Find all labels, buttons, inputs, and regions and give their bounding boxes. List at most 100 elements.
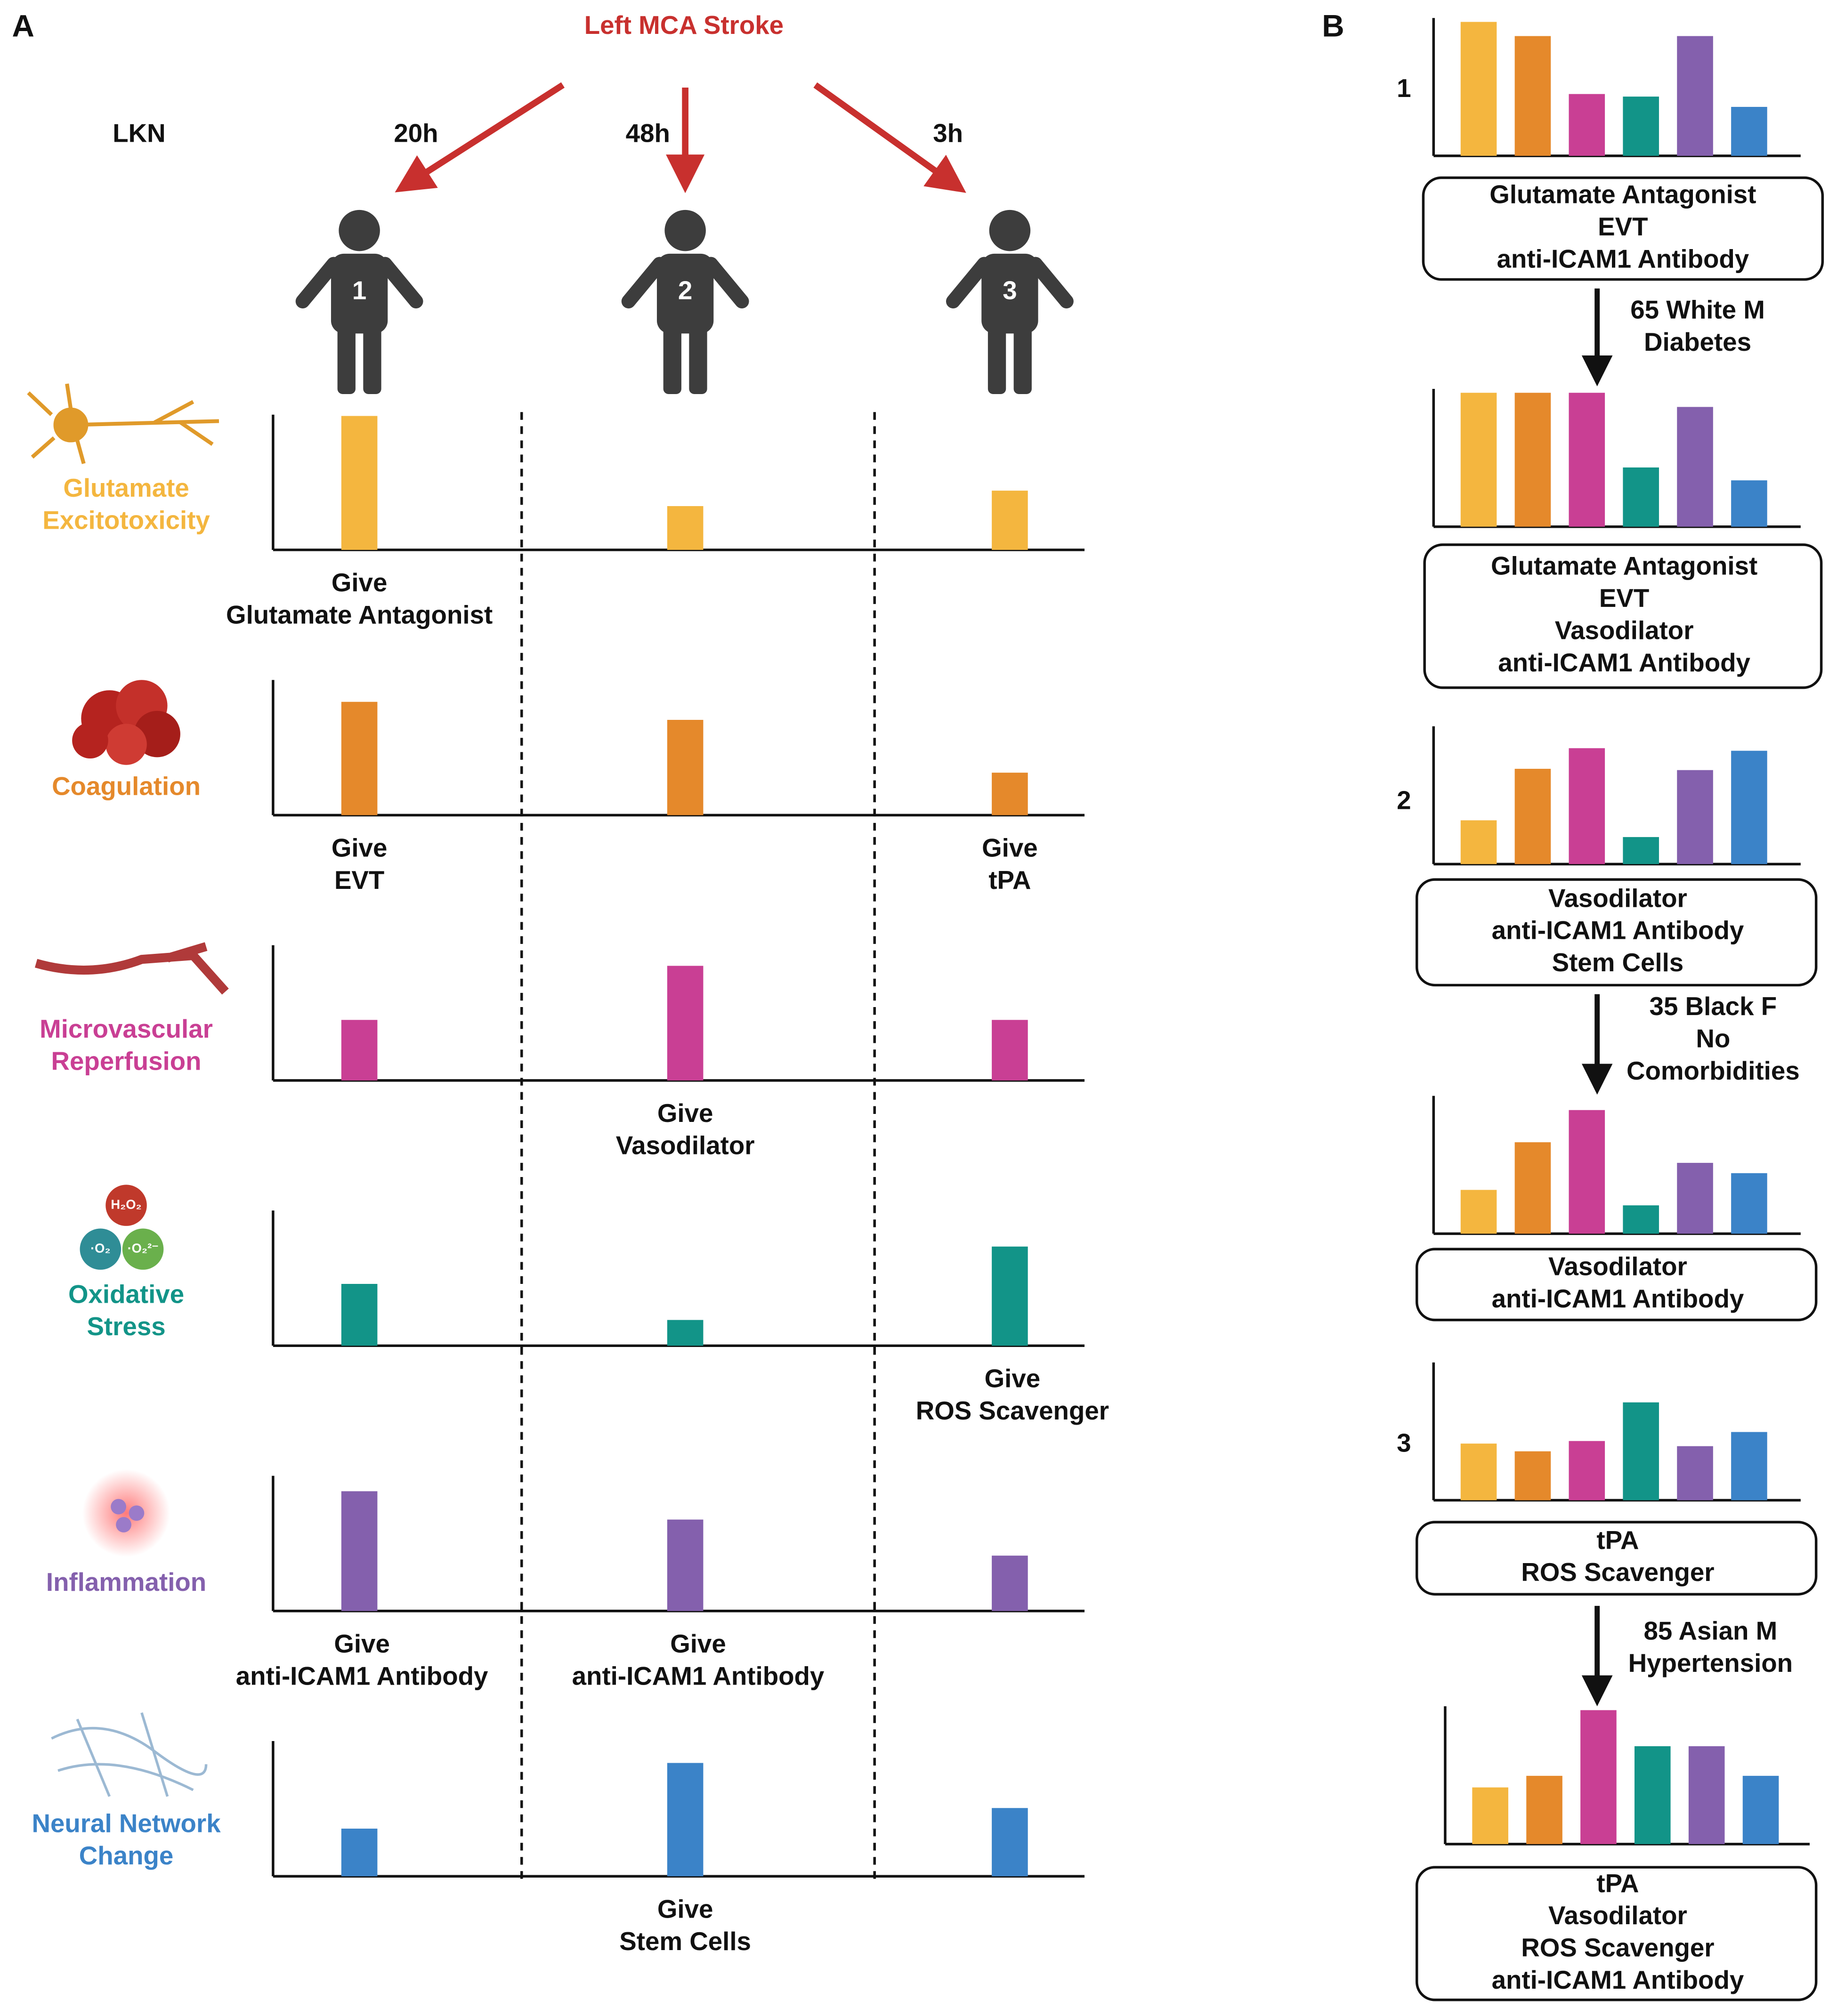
bar xyxy=(667,1320,704,1346)
patient-number: 1 xyxy=(352,275,366,305)
treatment-label: Vasodilator xyxy=(1548,883,1687,912)
treatment-box xyxy=(1415,1248,1818,1322)
bar xyxy=(992,1808,1028,1877)
time-label: 3h xyxy=(933,119,963,148)
bar xyxy=(1460,22,1497,156)
bar xyxy=(341,1491,378,1611)
bar xyxy=(1677,36,1713,156)
profile-label: 85 Asian M xyxy=(1644,1616,1778,1645)
profile-label: Diabetes xyxy=(1644,327,1751,356)
row-label: Reperfusion xyxy=(51,1046,202,1075)
row-label: Inflammation xyxy=(46,1567,206,1597)
bar xyxy=(1526,1775,1562,1844)
ros-icon: H₂O₂ ·O₂ ·O₂²⁻ xyxy=(80,1185,164,1270)
bar xyxy=(992,1556,1028,1611)
treatment-label: tPA xyxy=(1596,1869,1639,1898)
action-label: Stem Cells xyxy=(619,1927,751,1956)
bar xyxy=(1514,1451,1551,1500)
clot-icon xyxy=(72,680,180,765)
treatment-label: Glutamate Antagonist xyxy=(1489,180,1756,209)
row-label: Change xyxy=(79,1841,174,1870)
action-label: Vasodilator xyxy=(616,1131,755,1160)
bar xyxy=(1677,407,1713,527)
row-label: Excitotoxicity xyxy=(42,506,210,535)
row-label: Coagulation xyxy=(52,771,201,800)
treatment-label: anti-ICAM1 Antibody xyxy=(1497,244,1749,273)
leg xyxy=(337,322,356,394)
treatment-label: Vasodilator xyxy=(1548,1901,1687,1930)
treatment-label: Glutamate Antagonist xyxy=(1491,551,1757,581)
person-icon xyxy=(946,210,1074,394)
icon-label: ·O₂²⁻ xyxy=(128,1241,159,1255)
bar xyxy=(1569,1441,1605,1500)
row-label: Oxidative xyxy=(68,1279,184,1308)
network-icon xyxy=(51,1712,208,1797)
person-icon xyxy=(621,210,749,394)
torso xyxy=(981,253,1038,334)
bar xyxy=(1472,1787,1508,1844)
action-label: Glutamate Antagonist xyxy=(226,600,493,629)
bar xyxy=(1677,1162,1713,1234)
action-label: Give xyxy=(985,1364,1041,1393)
bar xyxy=(1514,768,1551,864)
leg xyxy=(1013,322,1032,394)
bar xyxy=(1514,36,1551,156)
bar xyxy=(1623,467,1659,527)
treatment-box xyxy=(1415,878,1818,987)
bar xyxy=(1623,837,1659,864)
bar xyxy=(1688,1746,1725,1844)
action-label: Give xyxy=(657,1098,713,1128)
bar xyxy=(992,1246,1028,1346)
action-label: EVT xyxy=(334,865,384,895)
bar xyxy=(1623,1402,1659,1500)
arrow xyxy=(395,82,565,193)
treatment-label: anti-ICAM1 Antibody xyxy=(1492,1284,1744,1313)
row-label: Glutamate xyxy=(63,473,189,502)
treatment-box xyxy=(1423,543,1823,689)
time-label: 20h xyxy=(394,119,438,148)
arms xyxy=(946,257,1074,309)
treatment-label: EVT xyxy=(1599,583,1649,613)
head xyxy=(664,210,706,251)
action-label: tPA xyxy=(988,865,1031,895)
person-icon xyxy=(295,210,423,394)
treatment-label: Vasodilator xyxy=(1555,615,1694,645)
action-label: Give xyxy=(657,1895,713,1924)
bar xyxy=(341,416,378,550)
bar xyxy=(1677,1446,1713,1500)
bar xyxy=(1460,820,1497,864)
bar xyxy=(992,491,1028,550)
bar xyxy=(1731,1173,1767,1234)
bar xyxy=(341,1284,378,1346)
treatment-label: anti-ICAM1 Antibody xyxy=(1498,648,1750,677)
treatment-label: Stem Cells xyxy=(1552,948,1684,977)
treatment-box xyxy=(1415,1521,1818,1596)
bar xyxy=(1731,1432,1767,1500)
bar xyxy=(1623,97,1659,156)
torso xyxy=(656,253,714,334)
head xyxy=(989,210,1031,251)
bar xyxy=(341,1020,378,1081)
bar xyxy=(1731,107,1767,156)
bar xyxy=(341,702,378,815)
panel-label: B xyxy=(1322,9,1344,43)
bar xyxy=(667,719,704,815)
profile-label: No xyxy=(1696,1024,1730,1053)
leg xyxy=(363,322,381,394)
bar xyxy=(1460,1190,1497,1234)
action-label: ROS Scavenger xyxy=(916,1396,1109,1425)
torso xyxy=(331,253,388,334)
bar xyxy=(992,1020,1028,1081)
leg xyxy=(689,322,707,394)
bar xyxy=(1514,393,1551,527)
action-label: anti-ICAM1 Antibody xyxy=(236,1661,488,1690)
treatment-label: ROS Scavenger xyxy=(1521,1557,1714,1587)
patient-number: 2 xyxy=(1397,786,1411,815)
profile-label: Hypertension xyxy=(1628,1648,1793,1677)
treatment-label: EVT xyxy=(1598,212,1648,241)
time-label: 48h xyxy=(626,119,670,148)
bar xyxy=(1569,94,1605,156)
arms xyxy=(295,257,423,309)
